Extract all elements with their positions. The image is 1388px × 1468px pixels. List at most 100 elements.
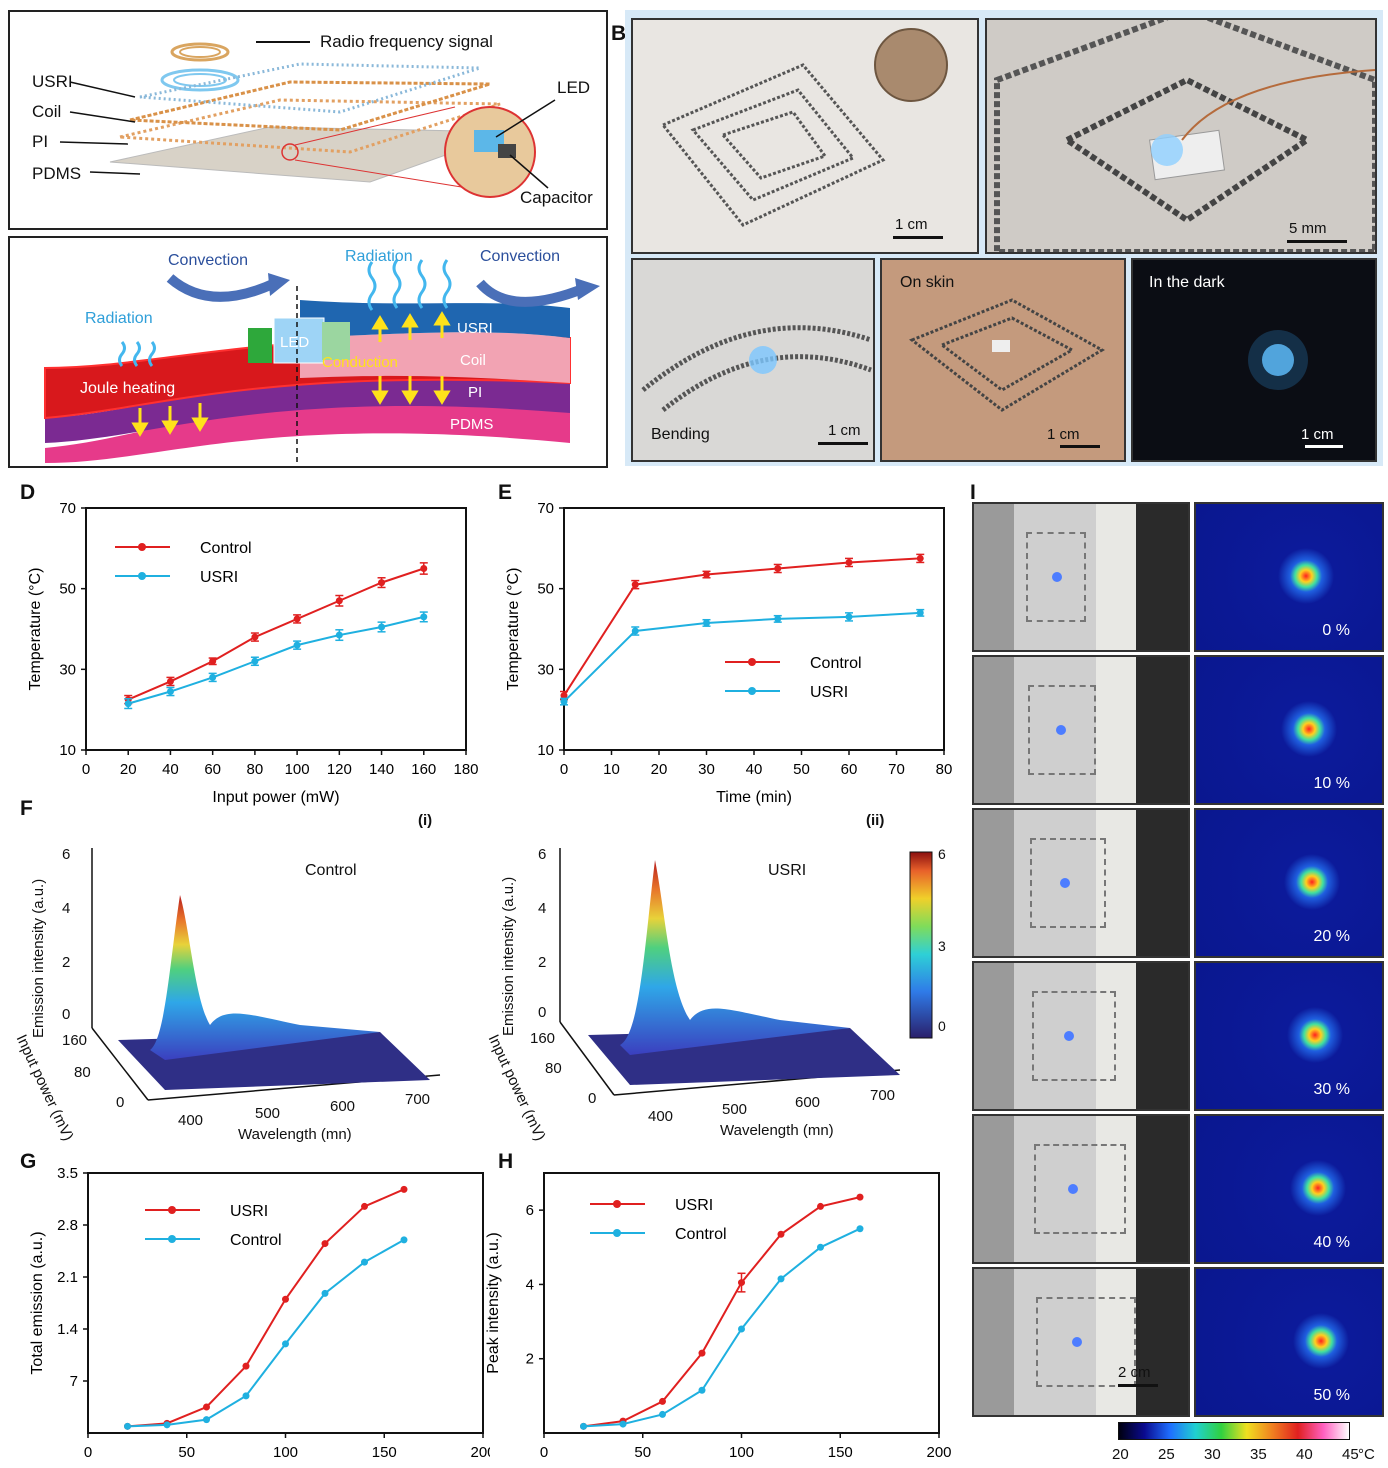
heat-dissipation-diagram [44,259,600,464]
spectrum-title-usri: USRI [768,862,807,879]
layer-label-usri: USRI [32,72,73,91]
chart-e: 0 10 20 30 40 50 60 70 80 10 30 50 70 Time (min) Tempe… [505,500,952,806]
x-tick-label: 30 [698,761,715,778]
radiation-left-label: Radiation [85,310,153,327]
data-point [619,1420,627,1428]
series-line [563,557,921,697]
legend-marker [748,687,756,695]
scale-label: 2 cm [1118,1364,1151,1381]
panel-label-d: D [20,481,36,504]
layer-label-pi: PI [32,132,49,151]
data-point [420,613,428,621]
x-tick-label: 120 [327,761,352,778]
data-point [321,1240,329,1248]
data-point [124,700,132,708]
data-point [845,558,853,566]
x-tick-label: 20 [120,761,137,778]
led-label: LED [557,78,591,97]
series-line [127,567,425,701]
x-tick-label: 160 [411,761,436,778]
layer-label-usri: USRI [457,320,493,337]
subpanel-label-i: (i) [418,812,433,829]
series-line [127,1238,405,1428]
x-tick-label: 40 [162,761,179,778]
x-axis-label: Input power (mW) [212,789,339,806]
scale-bar [818,442,868,445]
capacitor-label: Capacitor [520,188,593,207]
layer-label-coil: Coil [32,102,62,121]
x-tick-label: 60 [841,761,858,778]
panel-label-e: E [498,481,513,504]
data-point [378,579,386,587]
spectrum-title-control: Control [305,862,357,879]
data-point [321,1289,329,1297]
strain-label: 40 % [1313,1234,1350,1251]
data-point [361,1258,368,1266]
x-tick-label: 0 [540,1444,548,1461]
data-point [856,1225,864,1233]
data-point [698,1349,706,1357]
colorbar-tick: 30 [1204,1446,1221,1463]
temperature-colorbar [1118,1422,1350,1440]
data-point [845,613,853,621]
legend-label: Control [675,1226,727,1243]
photo-on-skin: On skin 1 cm [880,258,1126,462]
strain-photo [972,808,1190,958]
conduction-label: Conduction [322,354,398,371]
panel-label-h: H [498,1150,514,1173]
data-point [420,565,428,572]
y-tick-label: 2 [526,1351,534,1368]
data-point [817,1243,824,1251]
y-tick-label: 7 [70,1373,78,1390]
panel-c: Convection Convection Radiation Radiatio… [8,236,608,468]
data-point [560,692,568,700]
data-point [293,615,301,623]
subpanel-label-ii: (ii) [866,812,885,829]
data-point [777,1230,785,1238]
layer-label-pdms: PDMS [32,164,82,183]
photo-caption: Bending [651,426,710,443]
z-tick: 0 [62,1006,71,1023]
scale-label: 1 cm [1301,426,1334,443]
x-tick: 600 [795,1094,821,1111]
data-point [335,631,343,639]
x-tick-label: 150 [372,1444,397,1461]
colorbar-tick: 45 [1342,1446,1359,1463]
y-axis-label: Peak intensity (a.u.) [485,1232,502,1373]
data-point [282,1295,289,1303]
data-point [242,1362,250,1370]
photo-caption: On skin [900,274,955,291]
data-point [282,1340,289,1348]
x-tick-label: 80 [247,761,264,778]
y-tick-label: 4 [526,1276,534,1293]
z-tick: 4 [538,900,547,917]
scale-label: 5 mm [1289,220,1327,237]
data-point [293,641,301,649]
legend-label: Control [200,540,252,557]
data-point [774,615,782,623]
scale-label: 1 cm [895,216,928,233]
x-tick-label: 40 [746,761,763,778]
data-point [378,623,386,631]
x-tick-label: 140 [369,761,394,778]
data-point [738,1325,745,1333]
y-tick-label: 2.8 [57,1217,78,1234]
colorbar-tick: 6 [938,846,946,862]
data-point [400,1236,408,1244]
x-tick-label: 100 [285,761,310,778]
data-point [774,565,782,572]
data-point [251,657,259,665]
y-axis-label: Total emission (a.u.) [29,1231,46,1374]
x-tick-label: 150 [828,1444,853,1461]
data-point [166,688,174,696]
scale-label: 1 cm [828,422,861,439]
data-point [817,1202,824,1210]
thermal-image: 0 % [1194,502,1384,652]
x-tick: 400 [178,1112,204,1129]
x-tick-label: 100 [729,1444,754,1461]
x-tick-label: 10 [603,761,620,778]
layer-label-pi: PI [468,384,483,401]
photo-device-flat: 1 cm [631,18,979,254]
x-tick-label: 0 [560,761,568,778]
panel-b: 1 cm 5 mm Bending 1 cm On skin 1 cm [625,10,1383,466]
